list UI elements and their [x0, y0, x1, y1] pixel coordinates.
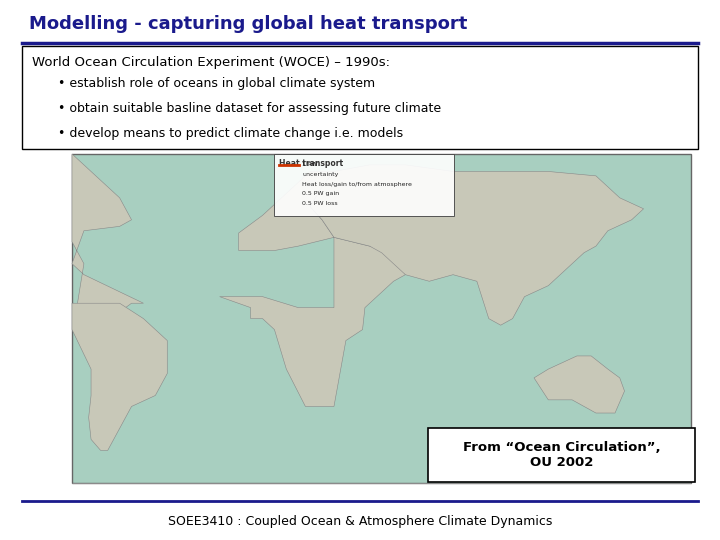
Text: 0.5 PW loss: 0.5 PW loss	[302, 201, 338, 206]
Text: Modelling - capturing global heat transport: Modelling - capturing global heat transp…	[29, 15, 467, 33]
Text: 1 PW: 1 PW	[302, 162, 318, 167]
Bar	[428, 428, 695, 482]
Text: Heat transport: Heat transport	[279, 159, 343, 168]
Text: World Ocean Circulation Experiment (WOCE) – 1990s:: World Ocean Circulation Experiment (WOCE…	[32, 56, 390, 69]
Text: • establish role of oceans in global climate system: • establish role of oceans in global cli…	[58, 77, 374, 90]
Polygon shape	[310, 165, 644, 325]
Polygon shape	[220, 172, 405, 407]
Text: uncertainty: uncertainty	[302, 172, 339, 177]
Text: Heat loss/gain to/from atmosphere: Heat loss/gain to/from atmosphere	[302, 181, 413, 187]
Text: • obtain suitable basline dataset for assessing future climate: • obtain suitable basline dataset for as…	[58, 102, 441, 115]
Polygon shape	[534, 356, 624, 413]
Text: SOEE3410 : Coupled Ocean & Atmosphere Climate Dynamics: SOEE3410 : Coupled Ocean & Atmosphere Cl…	[168, 515, 552, 528]
Text: • develop means to predict climate change i.e. models: • develop means to predict climate chang…	[58, 127, 402, 140]
Bar	[72, 154, 691, 483]
Polygon shape	[72, 303, 167, 450]
Text: From “Ocean Circulation”,
OU 2002: From “Ocean Circulation”, OU 2002	[463, 441, 660, 469]
Polygon shape	[72, 154, 143, 312]
Bar	[22, 46, 698, 148]
Bar	[274, 154, 454, 216]
Text: 0.5 PW gain: 0.5 PW gain	[302, 191, 340, 197]
